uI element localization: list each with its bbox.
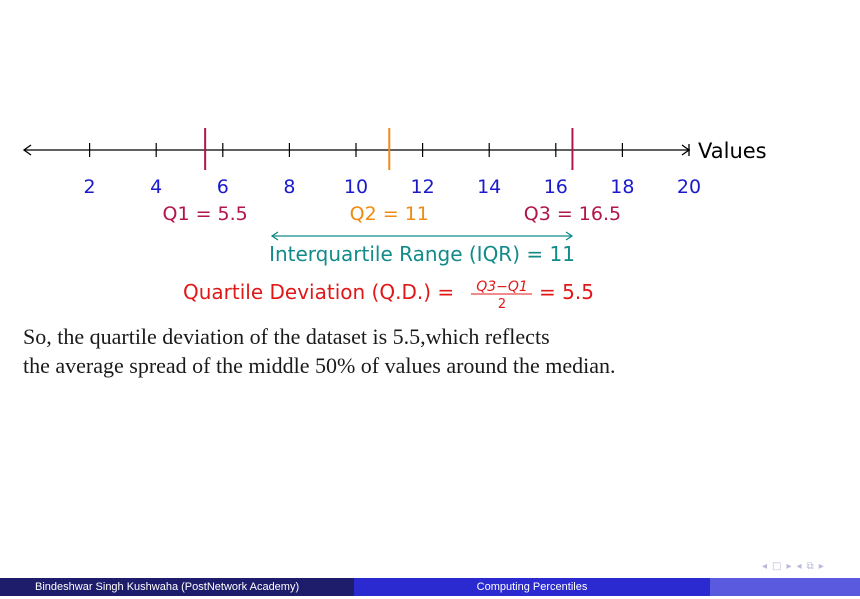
footer-title: Computing Percentiles <box>354 578 710 596</box>
axis-group: Values <box>22 139 767 163</box>
quartile-markers: Q1 = 5.5 Q2 = 11 Q3 = 16.5 <box>163 128 621 225</box>
tick-label-8: 8 <box>283 176 295 198</box>
number-line-diagram: Values 2 4 6 8 10 12 14 16 18 20 Q1 = 5.5 Q2 = 11 Q… <box>22 128 767 312</box>
q3-label: Q3 = 16.5 <box>524 203 621 225</box>
qd-denominator: 2 <box>498 297 506 312</box>
qd-suffix: = 5.5 <box>539 280 594 304</box>
footer-bar: Bindeshwar Singh Kushwaha (PostNetwork A… <box>0 578 860 596</box>
arrow-right-icon[interactable]: ▸ <box>818 560 824 572</box>
q1-label: Q1 = 5.5 <box>163 203 248 225</box>
tick-label-6: 6 <box>217 176 229 198</box>
ticks-group: 2 4 6 8 10 12 14 16 18 20 <box>84 143 701 198</box>
iqr-label: Interquartile Range (IQR) = 11 <box>269 242 575 266</box>
section-icon[interactable]: ⧉ <box>806 560 814 572</box>
left-arrowhead-icon <box>22 144 32 156</box>
qd-numerator: Q3−Q1 <box>476 279 528 295</box>
tick-label-2: 2 <box>84 176 96 198</box>
arrow-left-icon[interactable]: ◂ <box>796 560 802 572</box>
iqr-arrow <box>270 231 574 241</box>
footer-right-block <box>710 578 860 596</box>
tick-label-20: 20 <box>677 176 701 198</box>
axis-label: Values <box>698 139 767 163</box>
tick-label-18: 18 <box>610 176 634 198</box>
body-text-line-1: So, the quartile deviation of the datase… <box>23 324 550 349</box>
q2-label: Q2 = 11 <box>350 203 429 225</box>
tick-label-4: 4 <box>150 176 162 198</box>
footer-author: Bindeshwar Singh Kushwaha (PostNetwork A… <box>0 578 354 596</box>
frame-icon[interactable]: □ <box>772 560 782 572</box>
tick-label-14: 14 <box>477 176 501 198</box>
beamer-navigation: ◂ □ ▸ ◂ ⧉ ▸ <box>762 559 824 573</box>
arrow-right-icon[interactable]: ▸ <box>786 560 792 572</box>
body-text: So, the quartile deviation of the datase… <box>23 322 843 380</box>
tick-label-16: 16 <box>544 176 568 198</box>
arrow-left-icon[interactable]: ◂ <box>762 560 768 572</box>
iqr-left-arrowhead-icon <box>270 231 279 241</box>
qd-formula: Quartile Deviation (Q.D.) = Q3−Q1 2 = 5.… <box>183 279 594 312</box>
tick-label-12: 12 <box>411 176 435 198</box>
qd-prefix: Quartile Deviation (Q.D.) = <box>183 280 454 304</box>
body-text-line-2: the average spread of the middle 50% of … <box>23 353 616 378</box>
iqr-right-arrowhead-icon <box>565 231 574 241</box>
tick-label-10: 10 <box>344 176 368 198</box>
